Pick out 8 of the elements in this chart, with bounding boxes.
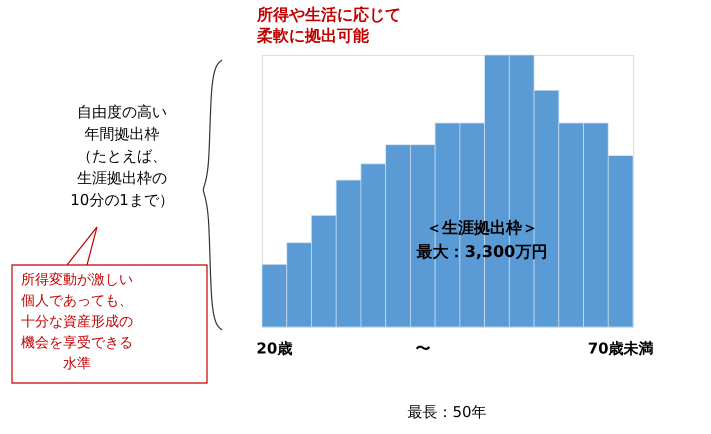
text: 自由度の高い年間拠出枠（たとえば、生涯拠出枠の10分の1まで） [70,103,174,209]
chart-title: 所得や生活に応じて柔軟に拠出可能 [256,5,401,45]
text: 所得変動が激しい個人であっても、十分な資産形成の機会を享受できる水準 [21,272,133,372]
text: 最長：50年 [407,403,487,421]
x-tick-label: 20歳 [256,340,292,358]
x-tick-label: 70歳未満 [588,340,654,358]
annotation: ＜生涯拠出枠＞最大：3,300万円 [416,218,548,261]
x-tick-label: 〜 [415,340,430,358]
